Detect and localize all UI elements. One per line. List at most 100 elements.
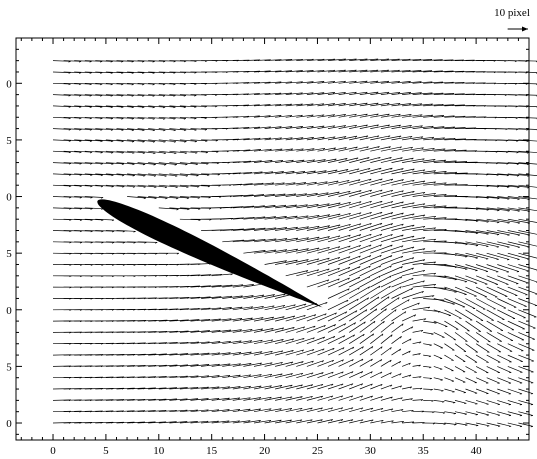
velocity-arrow-head — [368, 265, 371, 268]
velocity-arrow — [243, 294, 265, 299]
velocity-arrow-head — [348, 267, 351, 270]
velocity-arrow-head — [279, 396, 282, 399]
velocity-arrow — [232, 420, 251, 424]
velocity-arrow — [412, 306, 430, 311]
velocity-arrow — [169, 330, 189, 333]
velocity-arrow — [402, 386, 412, 390]
velocity-arrow-head — [197, 197, 200, 199]
velocity-arrow-head — [421, 330, 424, 332]
velocity-arrow-head — [249, 351, 252, 354]
velocity-arrow-head — [322, 336, 326, 339]
velocity-arrow-head — [312, 159, 315, 162]
velocity-arrow-head — [409, 374, 412, 377]
velocity-arrow — [497, 230, 520, 236]
velocity-arrow — [444, 82, 465, 84]
velocity-arrow — [454, 275, 478, 284]
velocity-arrow-head — [228, 352, 231, 355]
velocity-arrow-head — [361, 371, 364, 374]
velocity-arrow — [497, 241, 520, 248]
velocity-arrow — [465, 230, 489, 235]
velocity-arrow — [63, 207, 82, 209]
velocity-arrow-head — [389, 285, 391, 288]
velocity-arrow — [232, 171, 252, 175]
velocity-arrow — [275, 396, 293, 401]
velocity-arrow-head — [142, 141, 145, 143]
velocity-arrow — [338, 407, 354, 413]
velocity-arrow-head — [380, 222, 383, 226]
velocity-arrow-head — [131, 118, 135, 120]
velocity-arrow — [412, 170, 436, 175]
velocity-arrow — [380, 286, 402, 299]
velocity-arrow — [52, 94, 71, 96]
velocity-arrow — [264, 419, 282, 424]
velocity-arrow-head — [354, 102, 357, 105]
velocity-arrow — [380, 255, 404, 265]
velocity-arrow-head — [217, 174, 220, 176]
velocity-arrow-head — [260, 328, 263, 331]
velocity-arrow-head — [154, 186, 157, 188]
velocity-arrow — [370, 167, 393, 175]
velocity-arrow — [190, 420, 209, 424]
velocity-arrow — [391, 69, 411, 73]
velocity-arrow — [338, 276, 361, 288]
velocity-arrow-head — [317, 269, 319, 272]
velocity-arrow-head — [322, 114, 325, 117]
velocity-arrow-head — [390, 167, 393, 170]
velocity-arrow — [264, 159, 283, 163]
velocity-arrow-head — [293, 304, 296, 307]
velocity-arrow — [275, 338, 294, 345]
velocity-arrow — [391, 299, 410, 311]
velocity-arrow — [454, 71, 475, 73]
velocity-arrow-head — [249, 363, 252, 365]
velocity-arrow-head — [369, 255, 372, 258]
velocity-arrow-head — [506, 174, 509, 177]
velocity-arrow — [95, 105, 113, 108]
velocity-arrow-head — [290, 373, 293, 376]
velocity-arrow-head — [398, 124, 401, 127]
velocity-arrow-head — [335, 169, 338, 172]
velocity-arrow — [423, 343, 432, 346]
velocity-arrow-head — [324, 170, 327, 173]
velocity-arrow — [497, 320, 515, 331]
velocity-arrow — [402, 237, 426, 243]
velocity-arrow-head — [295, 237, 299, 240]
velocity-arrow-head — [348, 256, 351, 259]
x-tick-label: 15 — [206, 445, 218, 457]
velocity-arrow — [232, 351, 252, 356]
velocity-arrow — [465, 286, 488, 298]
velocity-arrow — [454, 252, 478, 259]
velocity-arrow-head — [420, 399, 424, 401]
velocity-arrow-head — [274, 249, 277, 252]
velocity-arrow-head — [412, 179, 415, 182]
velocity-arrow — [190, 398, 209, 401]
velocity-arrow — [423, 59, 443, 61]
velocity-arrow — [232, 205, 255, 209]
velocity-arrow — [391, 373, 402, 379]
velocity-arrow-head — [327, 279, 330, 282]
velocity-arrow — [370, 333, 384, 344]
velocity-arrow — [243, 420, 261, 424]
velocity-arrow — [275, 408, 292, 413]
velocity-arrow — [476, 230, 500, 235]
velocity-arrow — [317, 235, 341, 243]
velocity-arrow-head — [238, 374, 241, 377]
velocity-arrow-head — [194, 129, 197, 131]
velocity-arrow — [137, 319, 157, 322]
velocity-arrow — [412, 341, 422, 345]
velocity-arrow-head — [375, 308, 378, 311]
velocity-arrow-head — [121, 106, 124, 109]
y-tick-label: 0 — [6, 418, 12, 430]
velocity-arrow — [201, 150, 219, 153]
velocity-arrow-head — [209, 219, 212, 221]
velocity-arrow-head — [289, 419, 292, 422]
velocity-arrow-head — [434, 322, 437, 324]
velocity-arrow-head — [398, 113, 401, 116]
velocity-arrow-head — [422, 158, 425, 161]
velocity-arrow-head — [284, 204, 287, 207]
velocity-arrow — [243, 149, 261, 152]
velocity-arrow — [338, 371, 354, 379]
velocity-arrow — [486, 298, 507, 309]
velocity-arrow-head — [121, 118, 124, 120]
velocity-arrow-head — [248, 385, 251, 388]
velocity-arrow — [402, 409, 414, 413]
